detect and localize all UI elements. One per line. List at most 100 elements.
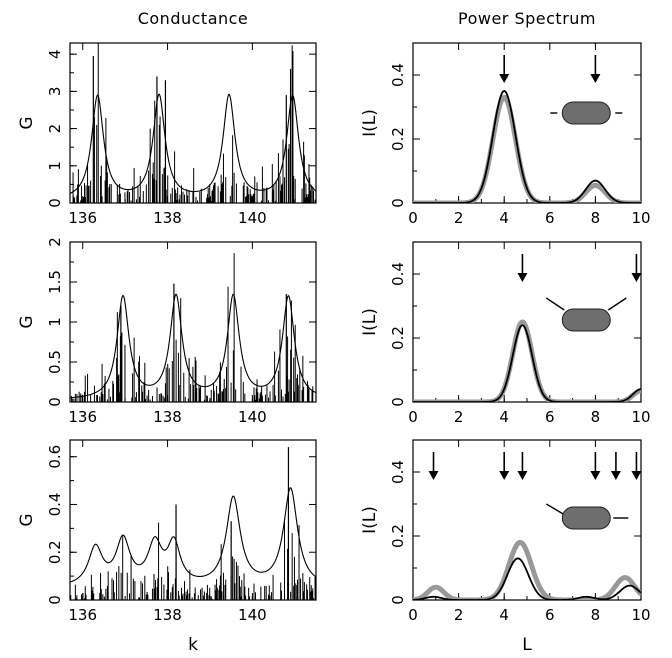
x-tick-label: 4 (499, 606, 509, 624)
plot-area (413, 319, 641, 402)
panel-spectrum-bottom: 0 2 4 6 8 10 0 0.2 0.4 I(L) (360, 439, 651, 624)
x-tick-label: 10 (631, 209, 650, 227)
y-tick-label: 0 (389, 595, 407, 605)
plot-frame (69, 439, 317, 601)
x-tick-label: 138 (153, 606, 182, 624)
arrow-marker-head (590, 471, 601, 480)
y-tick-label: 1.5 (46, 270, 64, 294)
arrow-marker-head (517, 273, 528, 282)
spike-series (71, 253, 314, 402)
arrow-marker-head (631, 273, 642, 282)
smoothed-conductance-line (70, 93, 316, 194)
y-tick-label: 0.4 (389, 63, 407, 87)
spectrum-line-black (413, 90, 641, 203)
y-tick-label: 0 (46, 595, 64, 605)
plot-area (413, 90, 641, 203)
y-tick-label: 0.4 (46, 493, 64, 517)
lead-icon (545, 297, 565, 311)
left-x-axis-label: k (188, 635, 198, 655)
x-tick-label: 8 (591, 209, 601, 227)
y-axis-label: G (17, 315, 37, 328)
x-tick-label: 4 (499, 209, 509, 227)
y-axis-label: I(L) (360, 109, 380, 137)
plot-area (70, 43, 316, 203)
x-tick-label: 0 (408, 209, 418, 227)
spike-series (70, 447, 316, 600)
x-tick-label: 136 (68, 408, 97, 426)
y-tick-label: 0.2 (389, 127, 407, 151)
y-axis-label: I(L) (360, 308, 380, 336)
lead-icon (607, 297, 627, 311)
x-tick-label: 0 (408, 408, 418, 426)
y-tick-label: 2 (46, 237, 64, 247)
cavity-inset-icon (561, 506, 611, 530)
x-tick-label: 2 (454, 408, 464, 426)
x-tick-label: 2 (454, 606, 464, 624)
plot-frame (412, 42, 642, 204)
y-tick-label: 1 (46, 317, 64, 327)
x-tick-label: 138 (153, 408, 182, 426)
smoothed-conductance-line (70, 293, 316, 399)
y-tick-label: 0 (389, 198, 407, 208)
y-axis-label: I(L) (360, 506, 380, 534)
right-column-title: Power Spectrum (458, 9, 596, 28)
x-tick-label: 6 (545, 408, 555, 426)
y-tick-label: 0.2 (46, 540, 64, 564)
y-tick-label: 0 (46, 397, 64, 407)
x-tick-label: 140 (238, 606, 267, 624)
x-tick-label: 140 (238, 209, 267, 227)
spectrum-line-black (413, 557, 641, 600)
x-tick-label: 136 (68, 209, 97, 227)
arrow-marker-head (517, 471, 528, 480)
y-tick-label: 4 (46, 49, 64, 59)
x-tick-label: 10 (631, 408, 650, 426)
cavity-inset-icon (561, 101, 611, 125)
plot-area (70, 253, 316, 402)
arrow-marker-head (499, 74, 510, 83)
x-tick-label: 138 (153, 209, 182, 227)
arrow-marker-head (499, 471, 510, 480)
x-tick-label: 8 (591, 606, 601, 624)
x-tick-label: 0 (408, 606, 418, 624)
y-tick-label: 0.4 (389, 460, 407, 484)
y-tick-label: 0.6 (46, 445, 64, 469)
panel-spectrum-top: 0 2 4 6 8 10 0 0.2 0.4 I(L) (360, 42, 651, 227)
y-tick-label: 0 (46, 198, 64, 208)
y-tick-label: 2 (46, 124, 64, 134)
x-tick-label: 140 (238, 408, 267, 426)
plot-area (413, 539, 641, 600)
x-tick-label: 8 (591, 408, 601, 426)
panel-spectrum-middle: 0 2 4 6 8 10 0 0.2 0.4 I(L) (360, 241, 651, 426)
x-tick-label: 2 (454, 209, 464, 227)
cavity-inset-icon (561, 308, 611, 332)
x-tick-label: 6 (545, 606, 555, 624)
x-tick-label: 6 (545, 209, 555, 227)
y-axis-label: G (17, 513, 37, 526)
panel-conductance-top: 136 138 140 0 1 2 3 4 G (17, 42, 317, 227)
y-axis-label: G (17, 116, 37, 129)
arrow-marker-head (631, 471, 642, 480)
right-x-axis-label: L (522, 635, 532, 655)
spectrum-line-black (413, 324, 641, 402)
y-tick-label: 0.4 (389, 262, 407, 286)
y-tick-label: 3 (46, 87, 64, 97)
lead-icon (545, 503, 564, 515)
x-tick-label: 10 (631, 606, 650, 624)
arrow-marker-head (590, 74, 601, 83)
spike-series (72, 43, 316, 203)
y-tick-label: 1 (46, 161, 64, 171)
left-column-title: Conductance (138, 9, 249, 28)
spectrum-line-gray (413, 539, 641, 600)
panel-conductance-bottom: 136 138 140 0 0.2 0.4 0.6 G (17, 439, 317, 624)
y-tick-label: 0.5 (46, 350, 64, 374)
x-tick-label: 4 (499, 408, 509, 426)
plot-area (70, 447, 316, 600)
x-tick-label: 136 (68, 606, 97, 624)
panel-conductance-middle: 136 138 140 0 0.5 1 1.5 2 G (17, 237, 317, 426)
y-tick-label: 0.2 (389, 524, 407, 548)
arrow-marker-head (610, 471, 621, 480)
y-tick-label: 0.2 (389, 326, 407, 350)
y-tick-label: 0 (389, 397, 407, 407)
